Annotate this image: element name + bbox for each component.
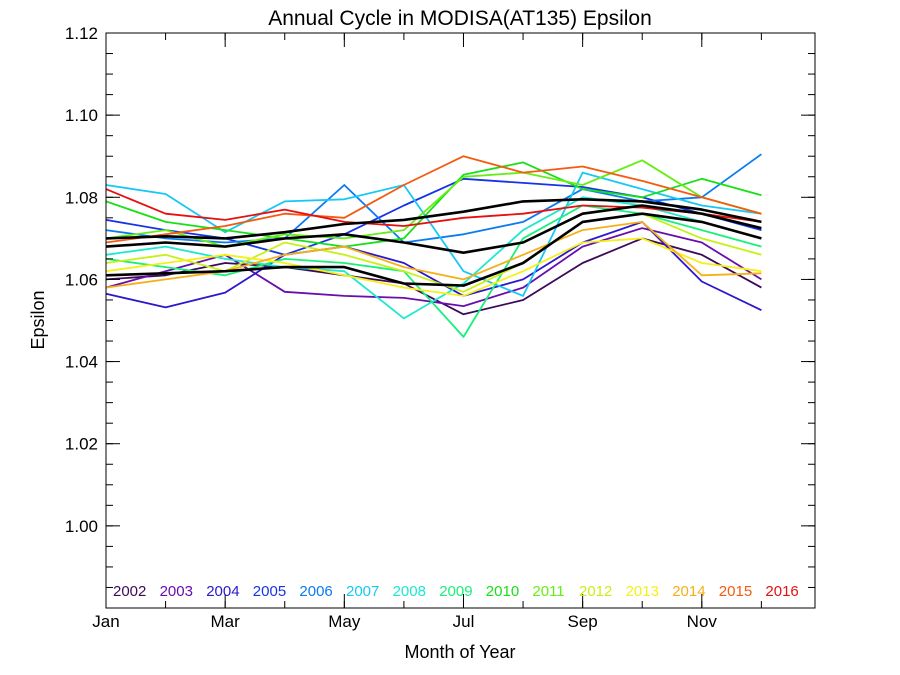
series-line-2012 [105, 212, 762, 293]
legend-label-2007: 2007 [346, 583, 379, 600]
series-line-2016 [105, 188, 762, 227]
x-tick-label: Jan [92, 612, 119, 631]
x-axis-label: Month of Year [404, 642, 515, 662]
legend-label-2006: 2006 [299, 583, 332, 600]
y-tick-label: 1.10 [65, 106, 98, 125]
legend-label-2015: 2015 [719, 583, 752, 600]
legend-label-2008: 2008 [393, 583, 426, 600]
x-axis: Jan Mar May Jul Sep Nov [92, 33, 762, 631]
y-axis: 1.00 1.02 1.04 1.06 1.08 1.10 1.12 [65, 24, 815, 609]
legend-label-2012: 2012 [579, 583, 612, 600]
legend-label-2004: 2004 [206, 583, 239, 600]
legend: 2002 2003 2004 2005 2006 2007 2008 2009 2010 2011… [113, 583, 799, 600]
y-axis-label: Epsilon [28, 290, 48, 349]
y-tick-label: 1.02 [65, 435, 98, 454]
legend-label-2013: 2013 [626, 583, 659, 600]
series-line-2010 [105, 161, 762, 248]
series-line-black-17 [105, 198, 762, 240]
legend-label-2011: 2011 [532, 583, 564, 600]
series-line-2013 [105, 237, 762, 297]
legend-label-2003: 2003 [160, 583, 193, 600]
legend-label-2016: 2016 [765, 583, 798, 600]
legend-label-2010: 2010 [486, 583, 519, 600]
y-tick-label: 1.04 [65, 353, 98, 372]
legend-label-2005: 2005 [253, 583, 286, 600]
y-tick-label: 1.00 [65, 517, 98, 536]
series-line-2006 [105, 153, 762, 244]
x-tick-label: Nov [687, 612, 718, 631]
x-tick-label: May [328, 612, 361, 631]
x-tick-label: Jul [453, 612, 475, 631]
x-tick-label: Mar [211, 612, 241, 631]
x-tick-label: Sep [568, 612, 598, 631]
series-line-black-15 [105, 204, 762, 254]
legend-label-2002: 2002 [113, 583, 146, 600]
chart-title: Annual Cycle in MODISA(AT135) Epsilon [268, 7, 652, 30]
plot-frame [105, 32, 816, 609]
legend-label-2009: 2009 [439, 583, 472, 600]
series-line-black-16 [105, 212, 762, 287]
y-tick-label: 1.08 [65, 188, 98, 207]
series-line-2011 [105, 159, 762, 248]
y-tick-label: 1.12 [65, 24, 98, 43]
series-line-2009 [105, 204, 762, 338]
y-tick-label: 1.06 [65, 270, 98, 289]
legend-label-2014: 2014 [672, 583, 705, 600]
series-layer [105, 153, 762, 338]
series-line-2015 [105, 155, 762, 244]
series-line-2002 [105, 237, 762, 316]
series-line-2007 [105, 171, 762, 297]
